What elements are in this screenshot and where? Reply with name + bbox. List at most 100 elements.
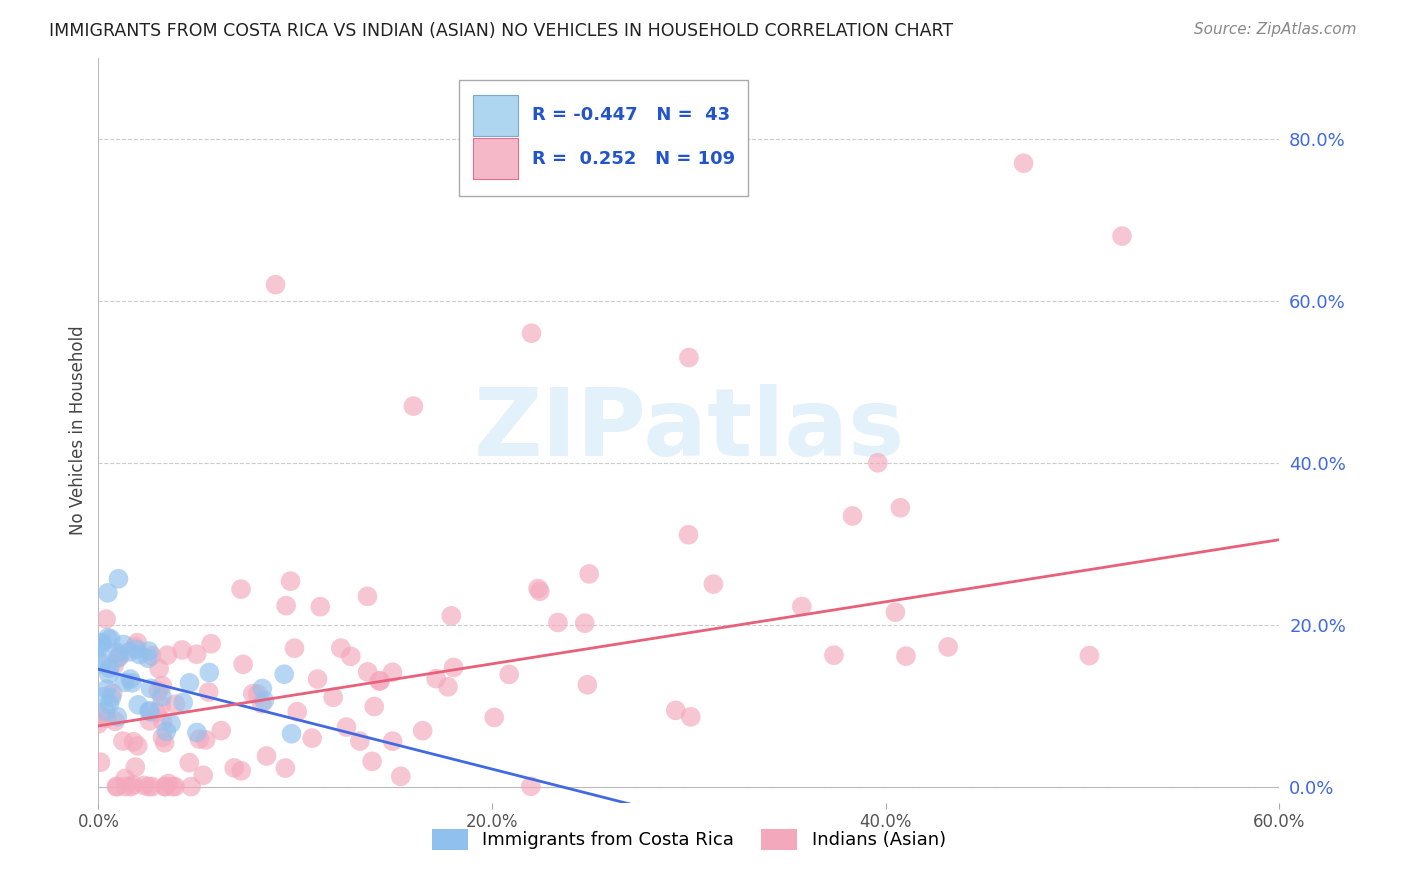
Point [156, 648, 179, 662]
Point [229, 582, 252, 596]
Point [100, 632, 122, 646]
Text: R =  0.252   N = 109: R = 0.252 N = 109 [531, 150, 735, 168]
Point [356, 665, 378, 679]
Point [152, 731, 174, 745]
Point [520, 780, 543, 794]
Point [412, 723, 434, 738]
Point [127, 698, 149, 712]
Point [678, 527, 700, 541]
Point [124, 760, 146, 774]
Text: ZIPatlas: ZIPatlas [474, 384, 904, 476]
Point [547, 615, 569, 630]
Point [96, 681, 118, 696]
Point [224, 761, 246, 775]
Point [381, 665, 404, 680]
Point [157, 776, 180, 790]
Point [180, 780, 202, 794]
Point [107, 572, 129, 586]
Point [198, 665, 221, 680]
Point [866, 456, 889, 470]
Point [155, 724, 177, 739]
Point [339, 649, 361, 664]
Point [138, 704, 160, 718]
Point [529, 584, 551, 599]
Point [484, 710, 506, 724]
Point [264, 277, 287, 292]
Point [105, 646, 128, 660]
FancyBboxPatch shape [458, 80, 748, 195]
Point [209, 723, 232, 738]
Point [89, 640, 111, 655]
Point [114, 780, 136, 794]
Text: R = -0.447   N =  43: R = -0.447 N = 43 [531, 106, 730, 124]
Point [1012, 156, 1035, 170]
Point [94, 612, 117, 626]
Point [443, 660, 465, 674]
Point [160, 716, 183, 731]
Point [186, 647, 208, 661]
Point [253, 693, 276, 707]
Point [246, 687, 269, 701]
Point [165, 697, 187, 711]
Point [679, 710, 702, 724]
Point [104, 714, 127, 729]
Bar [472, 138, 517, 179]
Point [1111, 229, 1133, 244]
Point [101, 686, 124, 700]
Point [153, 780, 176, 794]
Point [363, 699, 385, 714]
Point [138, 780, 160, 794]
Point [402, 399, 425, 413]
Point [122, 735, 145, 749]
Point [440, 608, 463, 623]
Point [172, 643, 194, 657]
Point [105, 780, 128, 794]
Point [112, 638, 135, 652]
Point [103, 658, 125, 673]
Point [111, 734, 134, 748]
Point [273, 667, 295, 681]
Point [152, 714, 174, 728]
Point [356, 590, 378, 604]
Point [368, 674, 391, 689]
Point [94, 704, 117, 718]
Point [163, 780, 186, 794]
Point [702, 577, 724, 591]
Point [242, 687, 264, 701]
Point [790, 599, 813, 614]
Point [162, 780, 184, 794]
Point [437, 680, 460, 694]
Point [155, 780, 177, 794]
Point [425, 672, 447, 686]
Point [90, 657, 112, 671]
Point [841, 508, 863, 523]
Point [578, 566, 600, 581]
Point [172, 696, 194, 710]
Point [250, 697, 273, 711]
Point [127, 739, 149, 753]
Point [153, 736, 176, 750]
Point [98, 661, 121, 675]
Point [256, 749, 278, 764]
Point [107, 650, 129, 665]
Legend: Immigrants from Costa Rica, Indians (Asian): Immigrants from Costa Rica, Indians (Asi… [425, 822, 953, 857]
Point [107, 649, 129, 664]
Point [107, 710, 129, 724]
Point [498, 667, 520, 681]
Point [87, 716, 110, 731]
Point [145, 706, 167, 720]
Point [381, 734, 404, 748]
Point [361, 754, 384, 768]
Point [276, 599, 298, 613]
Point [148, 662, 170, 676]
Point [122, 778, 145, 792]
Point [141, 648, 163, 663]
Point [307, 672, 329, 686]
Point [89, 756, 111, 770]
Point [322, 690, 344, 705]
Point [138, 644, 160, 658]
Point [125, 642, 148, 657]
Point [150, 690, 173, 704]
Point [894, 649, 917, 664]
Point [105, 780, 128, 794]
